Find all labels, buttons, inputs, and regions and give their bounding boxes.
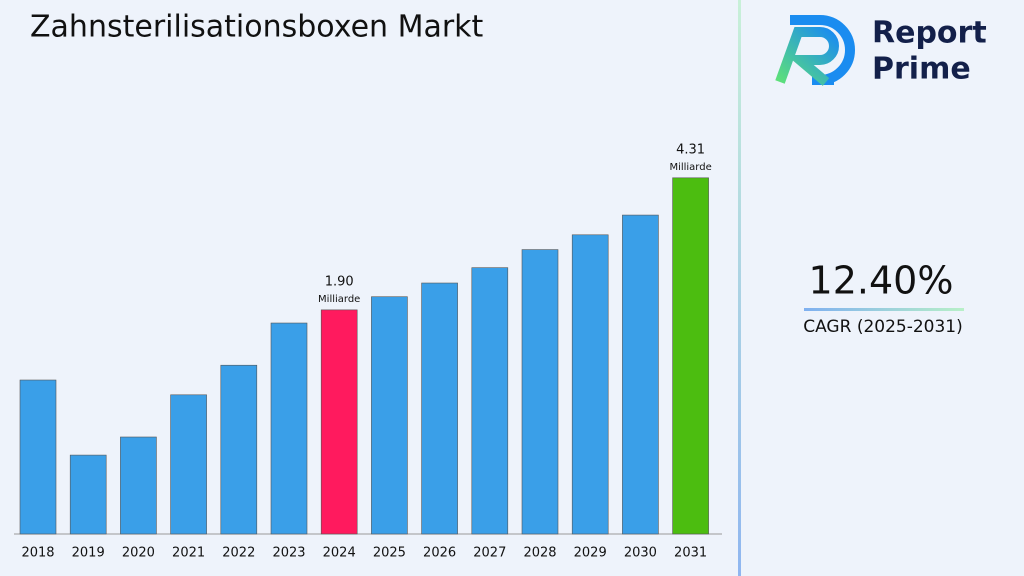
logo-icon — [775, 27, 839, 86]
bar — [320, 309, 358, 535]
x-tick-label: 2025 — [373, 546, 406, 561]
bar — [421, 282, 458, 535]
x-tick-label: 2018 — [21, 546, 54, 561]
logo-text: Prime — [872, 52, 971, 87]
bar — [220, 364, 258, 535]
unit-label: Milliarde — [669, 162, 711, 173]
chart-title: Zahnsterilisationsboxen Markt — [30, 10, 484, 45]
x-tick-label: 2027 — [473, 546, 506, 561]
bar — [471, 267, 509, 535]
value-label: 4.31 — [676, 142, 705, 157]
x-tick-label: 2022 — [222, 546, 255, 561]
cagr-value: 12.40% — [809, 259, 954, 303]
bar — [120, 436, 157, 535]
x-tick-label: 2026 — [423, 546, 456, 561]
x-tick-label: 2029 — [574, 546, 607, 561]
bar — [270, 322, 308, 535]
value-label: 1.90 — [325, 274, 354, 289]
cagr-underline — [804, 308, 964, 311]
logo: Report Prime — [775, 15, 987, 87]
x-tick-label: 2024 — [323, 546, 356, 561]
bar — [521, 249, 559, 535]
logo-text: Report — [872, 16, 987, 51]
x-tick-label: 2020 — [122, 546, 155, 561]
x-tick-label: 2030 — [624, 546, 657, 561]
bar — [571, 234, 609, 535]
x-tick-label: 2028 — [523, 546, 556, 561]
divider — [738, 0, 741, 576]
bar — [672, 177, 709, 535]
x-tick-label: 2023 — [272, 546, 305, 561]
bar — [622, 214, 659, 535]
x-tick-label: 2031 — [674, 546, 707, 561]
bar — [19, 379, 57, 535]
bar — [170, 394, 207, 535]
x-tick-label: 2021 — [172, 546, 205, 561]
cagr-label: CAGR (2025-2031) — [803, 317, 963, 337]
bar — [69, 454, 107, 535]
x-tick-label: 2019 — [72, 546, 105, 561]
unit-label: Milliarde — [318, 294, 360, 305]
bar — [371, 296, 408, 535]
